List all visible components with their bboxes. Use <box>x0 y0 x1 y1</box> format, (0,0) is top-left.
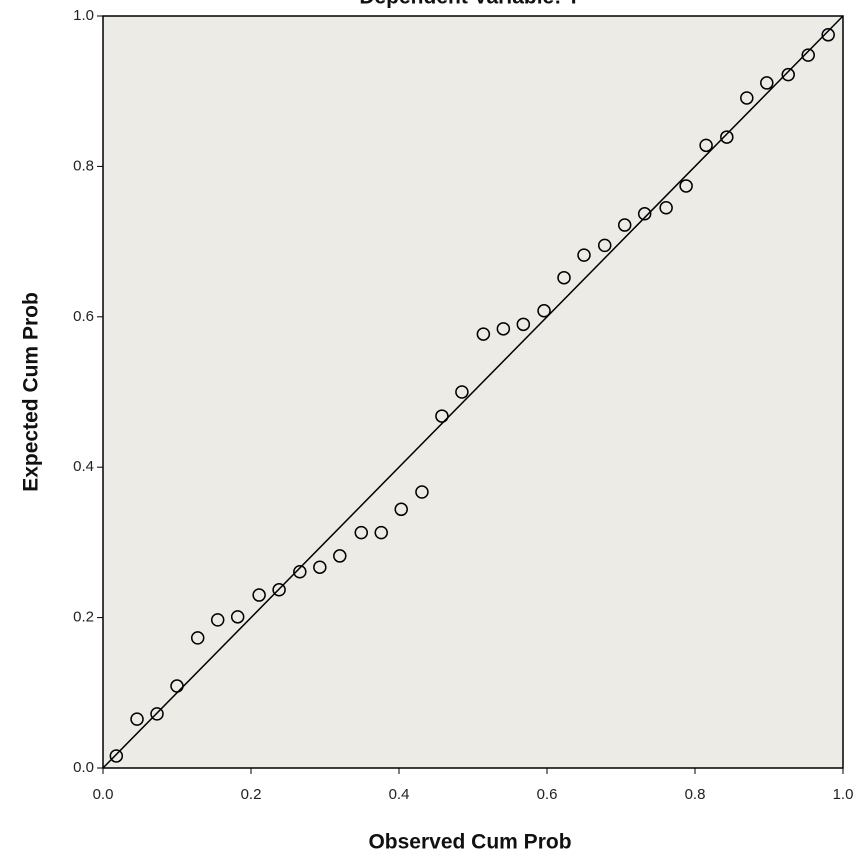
point <box>394 502 408 517</box>
point <box>333 549 347 563</box>
point <box>577 248 591 262</box>
point <box>801 48 815 62</box>
point <box>210 613 225 627</box>
plot-border <box>102 15 844 769</box>
point <box>516 317 531 332</box>
point <box>637 207 652 221</box>
point <box>720 130 734 144</box>
point <box>130 712 144 726</box>
point <box>557 270 571 285</box>
y-tick-label: 1.0 <box>73 7 94 24</box>
point <box>496 322 511 336</box>
point <box>150 707 164 721</box>
y-axis-label: Expected Cum Prob <box>20 292 43 492</box>
point <box>374 525 388 540</box>
x-axis-label: Observed Cum Prob <box>368 831 571 854</box>
point <box>170 679 184 693</box>
point <box>272 583 286 597</box>
point <box>659 201 673 215</box>
y-tick-label: 0.8 <box>73 157 94 174</box>
y-tick-label: 0.6 <box>73 308 94 325</box>
y-tick-label: 0.2 <box>73 609 94 626</box>
point <box>252 588 266 602</box>
x-tick-label: 0.0 <box>93 786 114 803</box>
point <box>313 560 327 574</box>
point <box>821 28 835 42</box>
x-tick-label: 0.6 <box>537 786 558 803</box>
point <box>190 631 205 645</box>
point <box>781 67 795 82</box>
point <box>435 409 449 423</box>
x-tick-label: 0.8 <box>685 786 706 803</box>
chart-title: Dependent Variable: Y <box>359 0 580 9</box>
point <box>740 91 754 105</box>
point <box>476 327 491 341</box>
point <box>109 749 124 763</box>
point <box>293 564 307 579</box>
point <box>699 138 713 153</box>
x-tick-label: 1.0 <box>833 786 854 803</box>
x-tick-label: 0.2 <box>241 786 262 803</box>
point <box>537 304 551 318</box>
point <box>415 485 429 499</box>
point <box>230 610 245 624</box>
y-tick-label: 0.4 <box>73 458 94 475</box>
y-tick-label: 0.0 <box>73 759 94 776</box>
point <box>617 218 632 232</box>
point <box>354 525 369 540</box>
reference-line <box>102 15 844 769</box>
point <box>597 238 612 253</box>
x-tick-label: 0.4 <box>389 786 410 803</box>
point <box>760 76 774 90</box>
point <box>679 179 693 193</box>
point <box>455 385 469 399</box>
